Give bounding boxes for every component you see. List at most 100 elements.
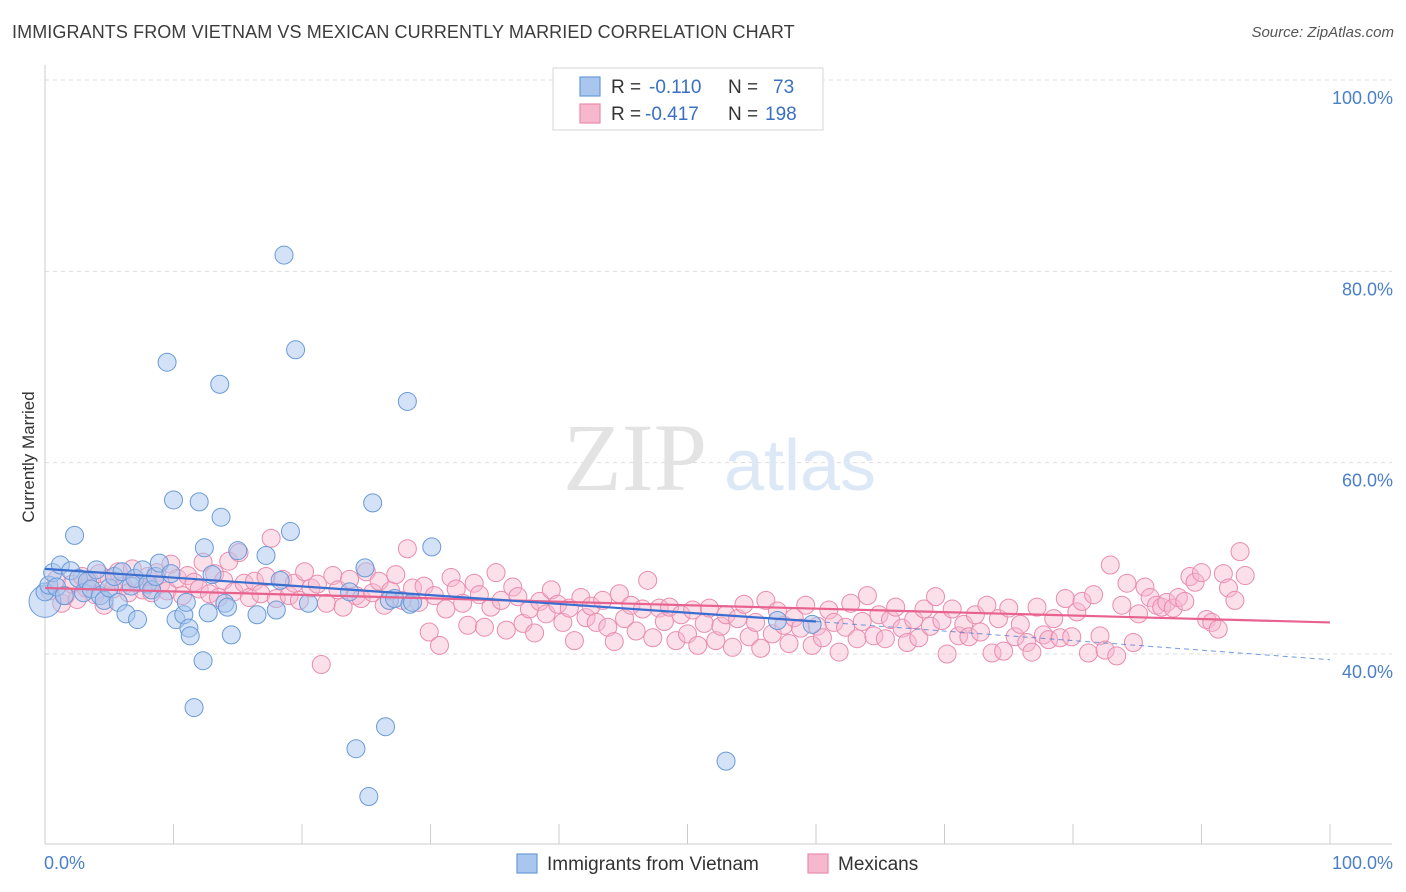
mexicans-point (841, 593, 861, 613)
vietnam-point (247, 605, 267, 625)
mexicans-point (1180, 567, 1200, 587)
mexicans-point (1123, 633, 1143, 653)
mexicans-point (525, 623, 545, 643)
mexicans-point (722, 637, 742, 657)
legend-n-label-1: N = (728, 77, 758, 98)
mexicans-point (1062, 627, 1082, 647)
watermark-zip: ZIP (563, 404, 707, 511)
mexicans-point (586, 612, 606, 632)
mexicans-point (311, 655, 331, 675)
legend-n-value-1: 73 (773, 77, 794, 98)
mexicans-point (942, 599, 962, 619)
mexicans-point (1027, 597, 1047, 617)
vietnam-point (363, 493, 383, 513)
mexicans-point (666, 631, 686, 651)
mexicans-point (458, 615, 478, 635)
vietnam-point (161, 564, 181, 584)
bottom-legend-label-mexicans: Mexicans (838, 854, 918, 875)
mexicans-point (244, 571, 264, 591)
vietnam-point (355, 558, 375, 578)
vietnam-point (346, 739, 366, 759)
legend-n-label-2: N = (728, 104, 758, 125)
vietnam-point (716, 751, 736, 771)
mexicans-point (1095, 640, 1115, 660)
legend-r-value-2: -0.417 (645, 104, 699, 125)
mexicans-point (1230, 542, 1250, 562)
vietnam-point (274, 245, 294, 265)
mexicans-point (598, 617, 618, 637)
mexicans-point (699, 598, 719, 618)
bottom-legend-swatch-mexicans (807, 853, 829, 874)
mexicans-point (481, 597, 501, 617)
mexicans-point (1235, 566, 1255, 586)
mexicans-point (397, 539, 417, 559)
mexicans-point (886, 597, 906, 617)
mexicans-point (626, 621, 646, 641)
mexicans-point (441, 567, 461, 587)
mexicans-point (1090, 626, 1110, 646)
mexicans-point (1055, 589, 1075, 609)
vietnam-point (256, 545, 276, 565)
mexicans-point (1078, 643, 1098, 663)
mexicans-point (1084, 585, 1104, 605)
mexicans-point (875, 629, 895, 649)
mexicans-point (1107, 646, 1127, 666)
mexicans-point (643, 628, 663, 648)
mexicans-trend-line (44, 586, 1331, 624)
mexicans-point (1129, 604, 1149, 624)
mexicans-point (564, 631, 584, 651)
vietnam-point (217, 597, 237, 617)
mexicans-point (464, 573, 484, 593)
mexicans-point (1072, 591, 1092, 611)
x-tick-label-right: 100.0% (1332, 853, 1393, 873)
mexicans-point (999, 598, 1019, 618)
mexicans-point (604, 632, 624, 652)
mexicans-point (429, 635, 449, 655)
mexicans-point (711, 616, 731, 636)
vietnam-point (228, 541, 248, 561)
vietnam-point (270, 570, 290, 590)
x-tick-label-left: 0.0% (44, 853, 85, 873)
mexicans-point (1022, 642, 1042, 662)
vietnam-points (28, 245, 822, 807)
vietnam-point (180, 626, 200, 646)
mexicans-point (261, 528, 281, 548)
mexicans-point (1213, 564, 1233, 584)
legend-swatch-mexicans (579, 103, 601, 124)
mexicans-point (1044, 609, 1064, 629)
vietnam-point (376, 717, 396, 737)
mexicans-point (802, 635, 822, 655)
mexicans-point (857, 586, 877, 606)
mexicans-point (496, 620, 516, 640)
mexicans-point (836, 617, 856, 637)
axes (44, 65, 1392, 845)
vietnam-point (198, 603, 218, 623)
mexicans-point (734, 594, 754, 614)
vietnam-point (176, 592, 196, 612)
vietnam-trend-line (44, 567, 817, 623)
mexicans-point (295, 562, 315, 582)
y-tick-label-3: 100.0% (1332, 88, 1393, 108)
vietnam-point (280, 522, 300, 542)
mexicans-point (796, 595, 816, 615)
mexicans-point (576, 608, 596, 628)
mexicans-point (982, 643, 1002, 663)
legend-r-value-1: -0.110 (649, 77, 701, 98)
mexicans-point (503, 577, 523, 597)
vietnam-trend-extension (815, 620, 1331, 661)
vietnam-point (194, 538, 214, 558)
vietnam-point (422, 537, 442, 557)
mexicans-point (1185, 572, 1205, 592)
mexicans-point (897, 633, 917, 653)
vietnam-point (164, 490, 183, 510)
y-tick-label-2: 80.0% (1342, 279, 1393, 299)
mexicans-point (779, 633, 799, 653)
vietnam-point (221, 625, 241, 645)
mexicans-point (728, 609, 748, 629)
mexicans-point (474, 617, 494, 637)
vietnam-point (340, 582, 360, 602)
vietnam-point (210, 374, 230, 394)
vietnam-point (266, 600, 286, 620)
correlation-legend: R = -0.110 N = 73 R = -0.417 N = 198 (552, 67, 824, 131)
watermark-atlas: atlas (724, 426, 876, 506)
